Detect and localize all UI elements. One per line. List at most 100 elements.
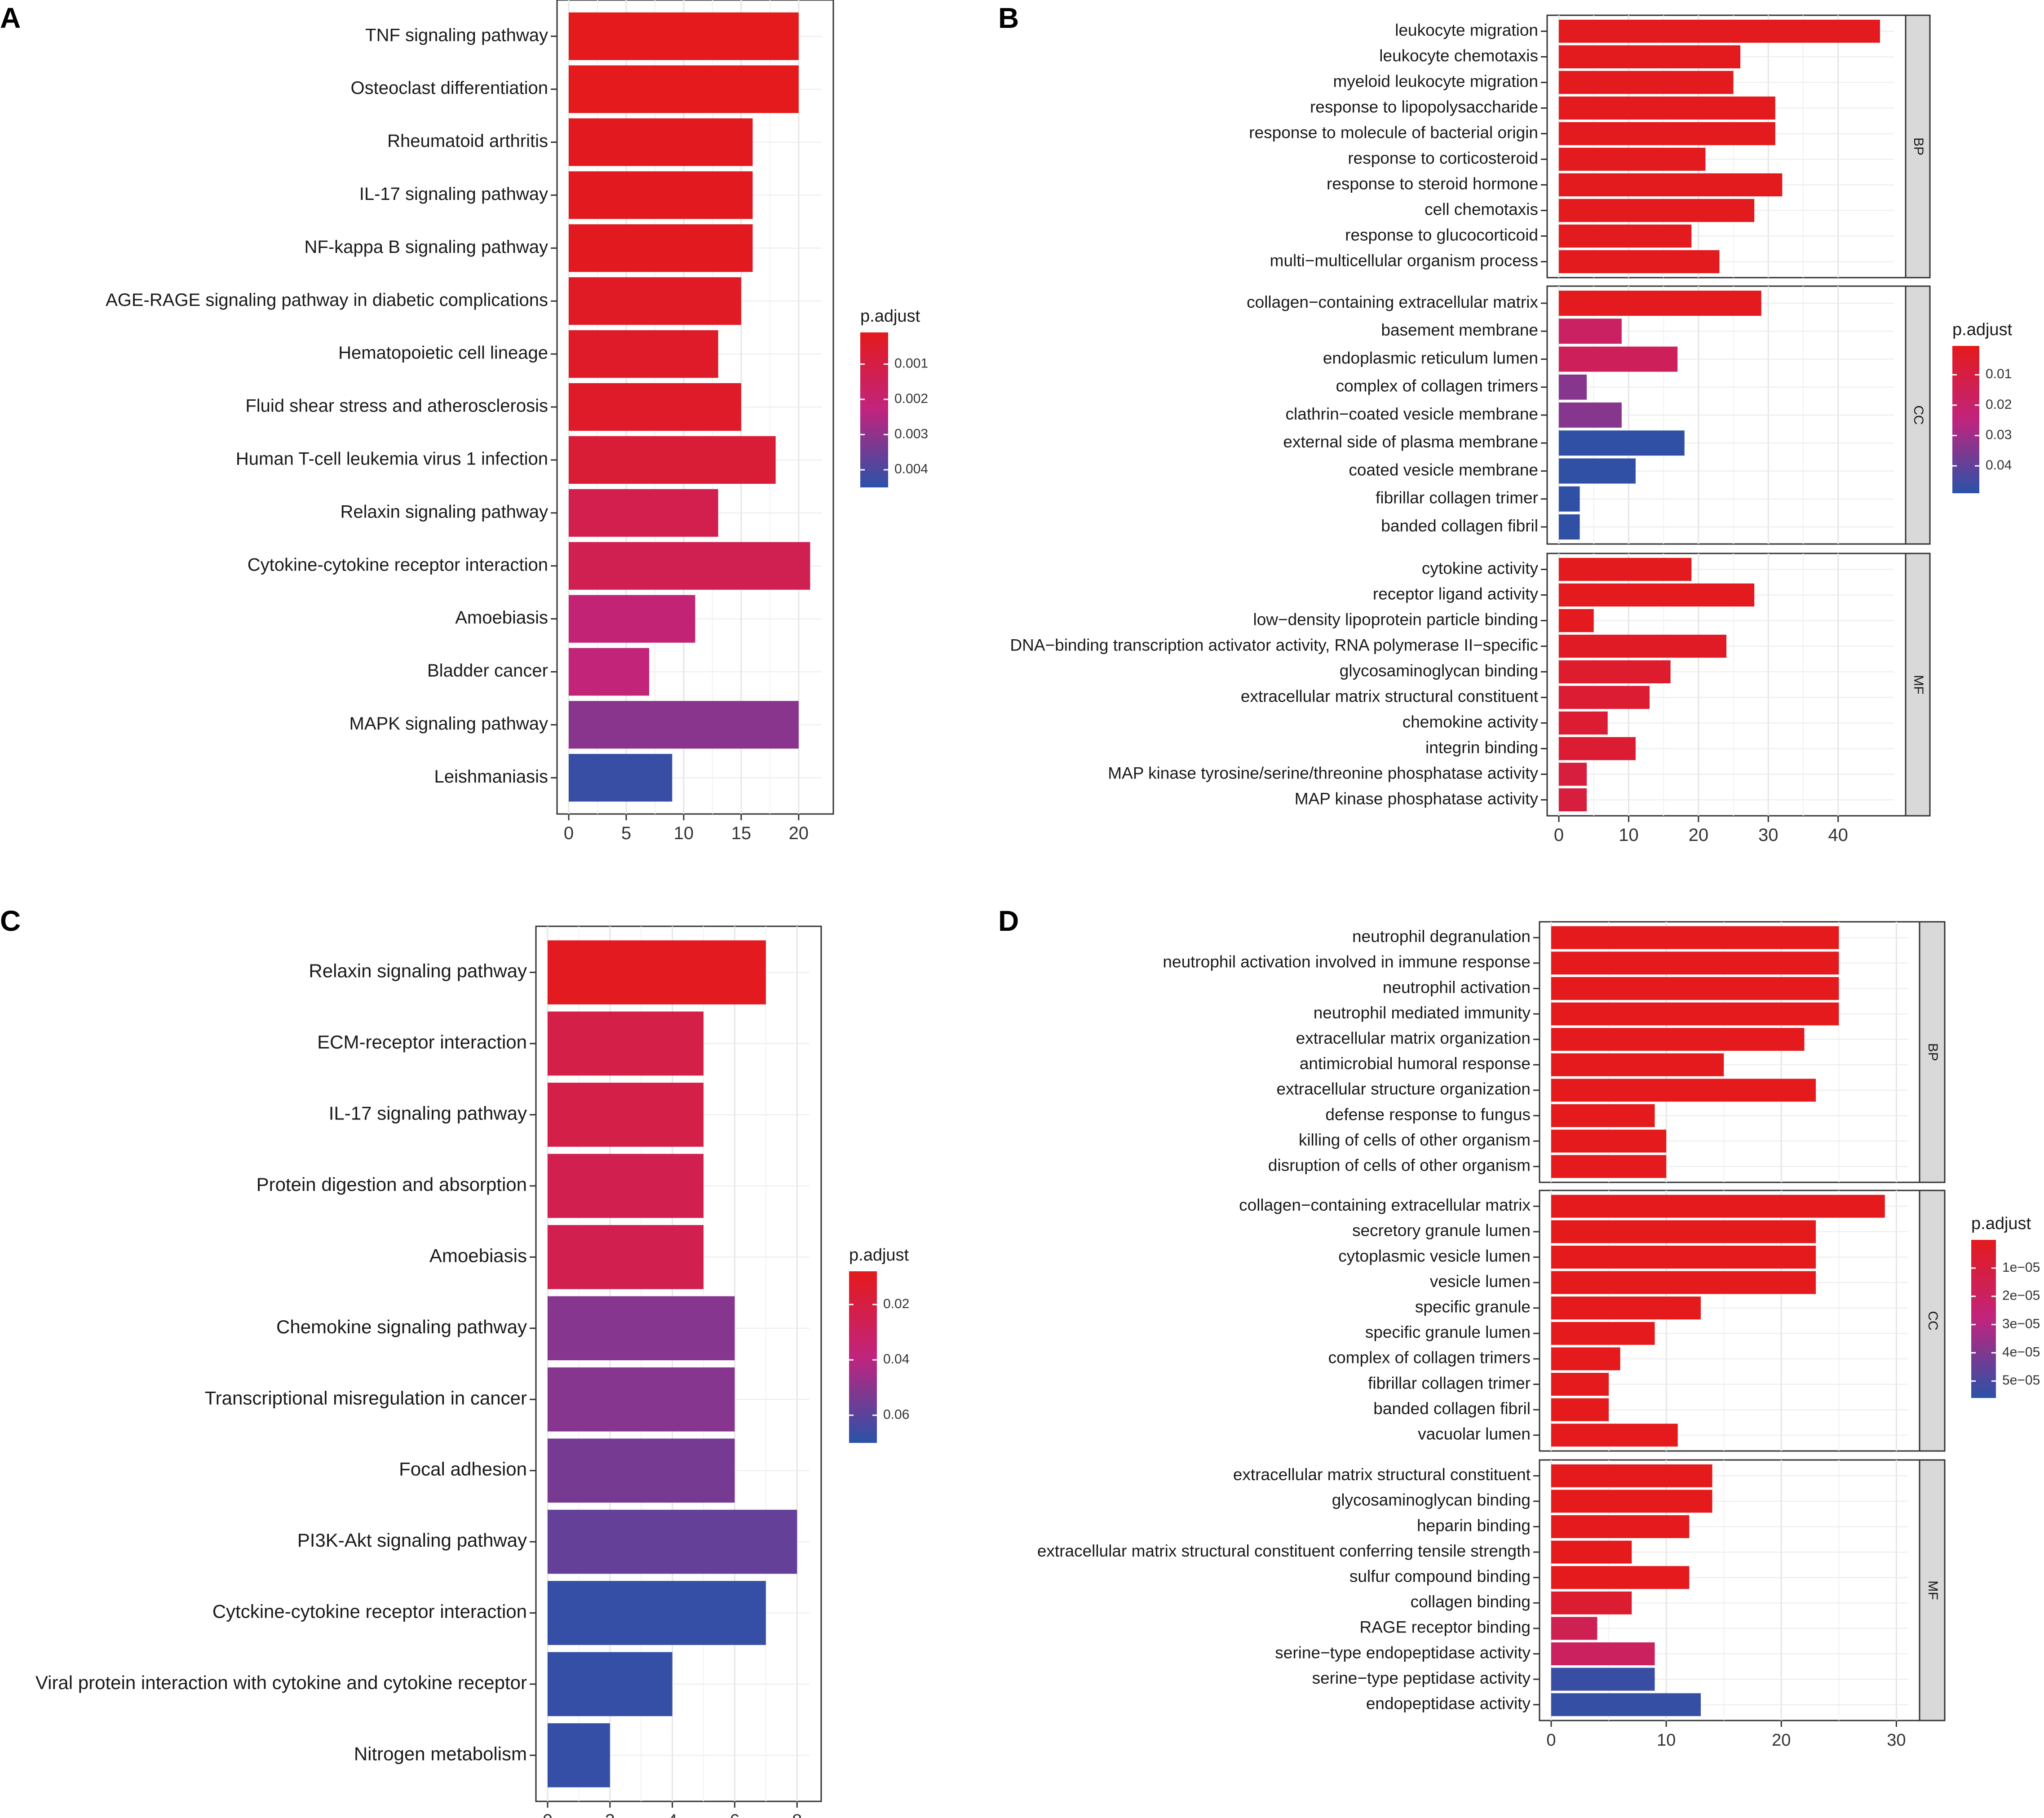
bar [569, 436, 776, 484]
category-label: chemokine activity [1402, 712, 1539, 731]
bar [569, 595, 695, 643]
category-label: Hematopoietic cell lineage [338, 343, 548, 363]
bar [569, 542, 810, 590]
bar [1551, 1464, 1712, 1487]
bar [1559, 402, 1622, 428]
category-label: extracellular matrix organization [1296, 1029, 1531, 1047]
category-label: extracellular matrix structural constitu… [1233, 1465, 1531, 1484]
facet-bp: neutrophil degranulation neutrophil activ… [1163, 921, 1946, 1183]
category-label: NF-kappa B signaling pathway [304, 237, 548, 257]
category-label: Amoebiasis [455, 608, 548, 628]
x-tick-label: 4 [667, 1811, 677, 1818]
category-label: vacuolar lumen [1418, 1425, 1531, 1443]
category-label: Human T-cell leukemia virus 1 infection [236, 449, 548, 469]
bar [1551, 1424, 1678, 1447]
facet-strip [1919, 1459, 1946, 1721]
facet-mf: extracellular matrix structural constitu… [1037, 1459, 1946, 1721]
legend: p.adjust 0.01 0.02 0.03 0.04 [1952, 320, 2013, 493]
category-label: response to lipopolysaccharide [1310, 97, 1538, 116]
plot-layer: TNF signaling pathway Osteoclast differen… [35, 0, 2040, 1818]
legend-tick-label: 0.06 [883, 1407, 909, 1422]
category-label: myeloid leukocyte migration [1333, 72, 1538, 90]
bar [548, 1011, 704, 1076]
legend: p.adjust 0.001 0.002 0.003 0.004 [860, 307, 928, 487]
category-label: Cytokine-cytokine receptor interaction [248, 555, 548, 575]
category-label: cytoplasmic vesicle lumen [1338, 1247, 1531, 1265]
category-label: MAPK signaling pathway [350, 714, 548, 734]
category-label: integrin binding [1425, 738, 1538, 756]
bar [1551, 1028, 1805, 1051]
category-label: banded collagen fibril [1373, 1399, 1531, 1418]
bar [1559, 122, 1775, 146]
bar [1551, 1515, 1690, 1538]
category-label: DNA−binding transcription activator acti… [1010, 636, 1538, 654]
bar [1551, 1693, 1701, 1716]
legend-title: p.adjust [1971, 1214, 2031, 1233]
category-label: vesicle lumen [1430, 1272, 1531, 1291]
category-label: receptor ligand activity [1373, 584, 1539, 603]
bar [569, 701, 799, 749]
bar [548, 940, 766, 1004]
legend-title: p.adjust [849, 1246, 909, 1265]
legend-colorbar [1971, 1240, 1996, 1398]
bar [1551, 1322, 1655, 1345]
bar [1551, 1155, 1667, 1178]
bar [548, 1083, 704, 1147]
legend-title: p.adjust [860, 307, 920, 326]
legend-tick-label: 1e−05 [2002, 1260, 2040, 1275]
bar [1559, 458, 1636, 484]
legend-colorbar [1952, 346, 1979, 493]
bar [1551, 926, 1839, 949]
bar [1551, 1373, 1609, 1396]
category-label: secretory granule lumen [1352, 1221, 1531, 1240]
legend-colorbar [849, 1271, 877, 1443]
category-label: PI3K-Akt signaling pathway [297, 1530, 527, 1551]
legend-title: p.adjust [1952, 320, 2013, 339]
category-label: disruption of cells of other organism [1268, 1156, 1531, 1175]
bar [1551, 1490, 1712, 1513]
category-label: serine−type endopeptidase activity [1275, 1643, 1531, 1662]
bar [1559, 71, 1734, 94]
category-label: cytokine activity [1422, 559, 1539, 577]
category-label: response to corticosteroid [1348, 149, 1538, 167]
category-label: extracellular matrix structural constitu… [1241, 687, 1539, 705]
bar [1551, 1347, 1620, 1371]
facet-main: TNF signaling pathway Osteoclast differen… [106, 0, 834, 815]
category-label: Rheumatoid arthritis [387, 131, 548, 151]
legend-tick-label: 0.002 [894, 391, 928, 406]
bar [569, 754, 672, 802]
category-label: cell chemotaxis [1425, 200, 1538, 218]
category-label: ECM-receptor interaction [317, 1031, 527, 1053]
bar [1559, 199, 1755, 222]
bar [569, 171, 753, 219]
bar [548, 1581, 766, 1645]
bar [1551, 1296, 1701, 1320]
category-label: Amoebiasis [429, 1245, 527, 1266]
bar [1559, 430, 1685, 456]
x-tick-label: 0 [1546, 1731, 1556, 1750]
bar [1559, 686, 1650, 709]
legend-tick-label: 0.02 [883, 1296, 909, 1311]
bar [548, 1154, 704, 1218]
facet-cc: collagen−containing extracellular matrix… [1239, 1190, 1946, 1452]
bar [548, 1438, 735, 1503]
panel-c: Relaxin signaling pathway ECM-receptor in… [35, 925, 909, 1818]
bar [1559, 291, 1761, 316]
bar [1551, 1002, 1839, 1026]
panel-letter-a: A [0, 2, 21, 34]
category-label: neutrophil activation involved in immune… [1163, 953, 1531, 971]
bar [569, 489, 718, 537]
category-label: MAP kinase tyrosine/serine/threonine pho… [1108, 764, 1538, 782]
category-label: Relaxin signaling pathway [309, 960, 527, 982]
category-label: glycosaminoglycan binding [1332, 1491, 1531, 1509]
legend: p.adjust 0.02 0.04 0.06 [849, 1246, 909, 1443]
x-tick-label: 6 [730, 1811, 739, 1818]
category-label: leukocyte chemotaxis [1379, 46, 1538, 65]
bar [569, 383, 741, 431]
bar [1551, 1104, 1655, 1127]
bar [548, 1296, 735, 1361]
legend-tick-label: 0.003 [894, 426, 928, 441]
bar [548, 1723, 610, 1787]
x-tick-label: 20 [789, 823, 809, 843]
category-label: AGE-RAGE signaling pathway in diabetic c… [106, 290, 548, 310]
